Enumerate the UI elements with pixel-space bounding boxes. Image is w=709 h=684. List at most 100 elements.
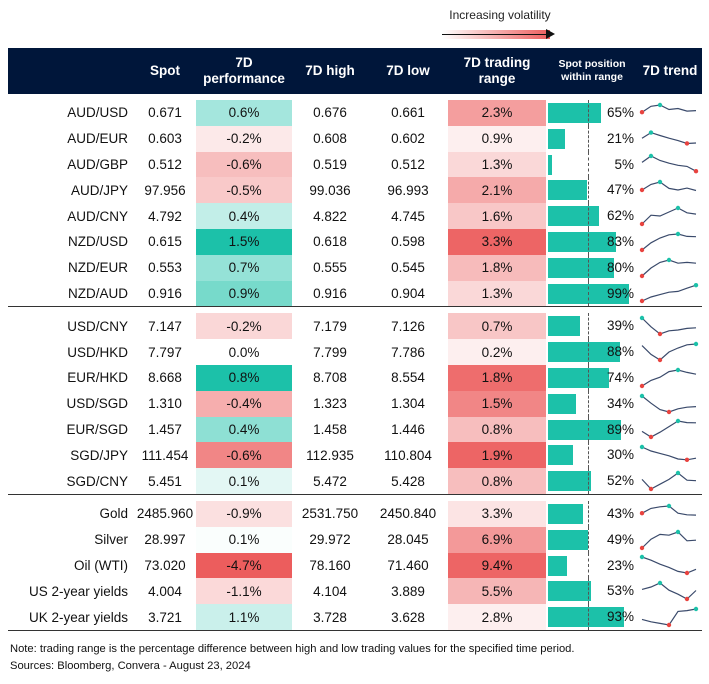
trend-high-point xyxy=(675,470,681,476)
pair-label: AUD/JPY xyxy=(70,182,128,198)
position-percent: 62% xyxy=(606,208,634,224)
position-cell: 52% xyxy=(546,468,638,494)
trend-line xyxy=(641,207,697,225)
position-percent: 39% xyxy=(606,318,634,334)
trend-low-point xyxy=(639,221,645,227)
trend-high-point xyxy=(675,205,681,211)
trend-high-point xyxy=(693,606,699,612)
header-performance-line2: performance xyxy=(203,71,285,86)
low-value: 7.126 xyxy=(391,318,425,334)
position-cell: 65% xyxy=(546,100,638,126)
position-percent: 88% xyxy=(606,344,634,360)
position-bar xyxy=(548,103,601,123)
spot-value: 28.997 xyxy=(144,532,186,548)
spot-value: 3.721 xyxy=(148,609,182,625)
trend-sparkline xyxy=(641,606,699,628)
trend-sparkline xyxy=(639,283,699,304)
trend-cell xyxy=(638,313,702,339)
table-row: NZD/EUR 0.553 0.7% 0.555 0.545 1.8% 80% xyxy=(8,254,702,281)
range-value: 3.3% xyxy=(448,500,546,527)
performance-value: -0.5% xyxy=(196,177,292,204)
position-percent: 47% xyxy=(606,182,634,198)
pair-label: AUD/GBP xyxy=(67,156,128,172)
table-body: AUD/USD 0.671 0.6% 0.676 0.661 2.3% 65% AUD/EUR… xyxy=(8,94,702,631)
note-text: Note: trading range is the percentage di… xyxy=(10,643,575,655)
position-bar xyxy=(548,445,573,466)
table-row: NZD/AUD 0.916 0.9% 0.916 0.904 1.3% 99% xyxy=(8,280,702,307)
table-row: UK 2-year yields 3.721 1.1% 3.728 3.628 2.8% 9… xyxy=(8,604,702,631)
trend-sparkline xyxy=(639,231,697,253)
trend-sparkline xyxy=(641,470,697,492)
high-value: 0.555 xyxy=(313,260,347,276)
spot-value: 0.512 xyxy=(148,156,182,172)
position-midline xyxy=(588,390,589,417)
header-high: 7D high xyxy=(292,48,368,94)
trend-line xyxy=(641,317,697,335)
position-percent: 53% xyxy=(606,583,634,599)
group-divider-cell xyxy=(8,494,702,495)
trend-line xyxy=(641,233,697,251)
high-value: 99.036 xyxy=(309,182,351,198)
position-cell: 53% xyxy=(546,578,638,605)
trend-sparkline xyxy=(639,180,697,193)
header-performance-line1: 7D xyxy=(235,55,253,70)
performance-value: 0.6% xyxy=(196,100,292,126)
pair-label: SGD/CNY xyxy=(66,473,128,489)
position-midline xyxy=(588,364,589,391)
performance-value: 0.8% xyxy=(196,364,292,391)
group-divider xyxy=(8,494,702,495)
high-value: 1.323 xyxy=(313,396,347,412)
pair-label: Oil (WTI) xyxy=(74,557,128,573)
pair-label: UK 2-year yields xyxy=(28,609,128,625)
table-row: USD/HKD 7.797 0.0% 7.799 7.786 0.2% 88% xyxy=(8,339,702,365)
trend-line xyxy=(641,530,697,549)
low-value: 4.745 xyxy=(391,208,425,224)
low-value: 1.304 xyxy=(391,396,425,412)
spot-value: 7.147 xyxy=(148,318,182,334)
range-value: 1.8% xyxy=(448,254,546,281)
trend-cell xyxy=(638,100,702,126)
trend-low-point xyxy=(639,109,645,115)
trend-sparkline xyxy=(639,503,697,516)
position-cell: 39% xyxy=(546,313,638,340)
performance-value: 0.1% xyxy=(196,526,292,553)
performance-value: -4.7% xyxy=(196,552,292,579)
performance-value: -0.9% xyxy=(196,500,292,527)
performance-value: 0.9% xyxy=(196,280,292,307)
trend-low-point xyxy=(684,457,690,463)
spot-value: 5.451 xyxy=(148,473,182,489)
position-bar xyxy=(548,154,552,175)
position-midline xyxy=(588,280,589,307)
high-value: 78.160 xyxy=(309,557,351,573)
position-cell: 83% xyxy=(546,228,638,255)
position-midline xyxy=(588,552,589,579)
spot-value: 0.615 xyxy=(148,234,182,250)
trend-sparkline xyxy=(639,445,697,463)
group-divider-cell xyxy=(8,630,702,631)
performance-value: 0.0% xyxy=(196,339,292,365)
trend-high-point xyxy=(657,581,663,586)
position-midline xyxy=(588,604,589,630)
pair-label: USD/HKD xyxy=(67,344,128,360)
position-percent: 80% xyxy=(606,259,634,275)
range-value: 1.5% xyxy=(448,390,546,417)
header-spot: Spot xyxy=(134,48,196,94)
position-bar xyxy=(548,393,576,414)
position-cell: 89% xyxy=(546,416,638,443)
trend-cell xyxy=(638,255,702,281)
trend-line xyxy=(641,104,697,113)
position-bar xyxy=(548,128,565,149)
position-percent: 30% xyxy=(606,447,634,463)
high-value: 3.728 xyxy=(313,609,347,625)
table-row: Oil (WTI) 73.020 -4.7% 78.160 71.460 9.4% 23% xyxy=(8,552,702,579)
trend-line xyxy=(641,420,697,439)
trend-sparkline xyxy=(641,419,697,440)
high-value: 7.799 xyxy=(313,344,347,360)
low-value: 8.554 xyxy=(391,370,425,386)
trend-line xyxy=(641,155,697,173)
volatility-arrow xyxy=(442,34,552,35)
header-position-line2: within range xyxy=(561,71,623,83)
pair-label: Silver xyxy=(94,532,128,548)
high-value: 0.916 xyxy=(313,285,347,301)
position-midline xyxy=(588,100,589,126)
